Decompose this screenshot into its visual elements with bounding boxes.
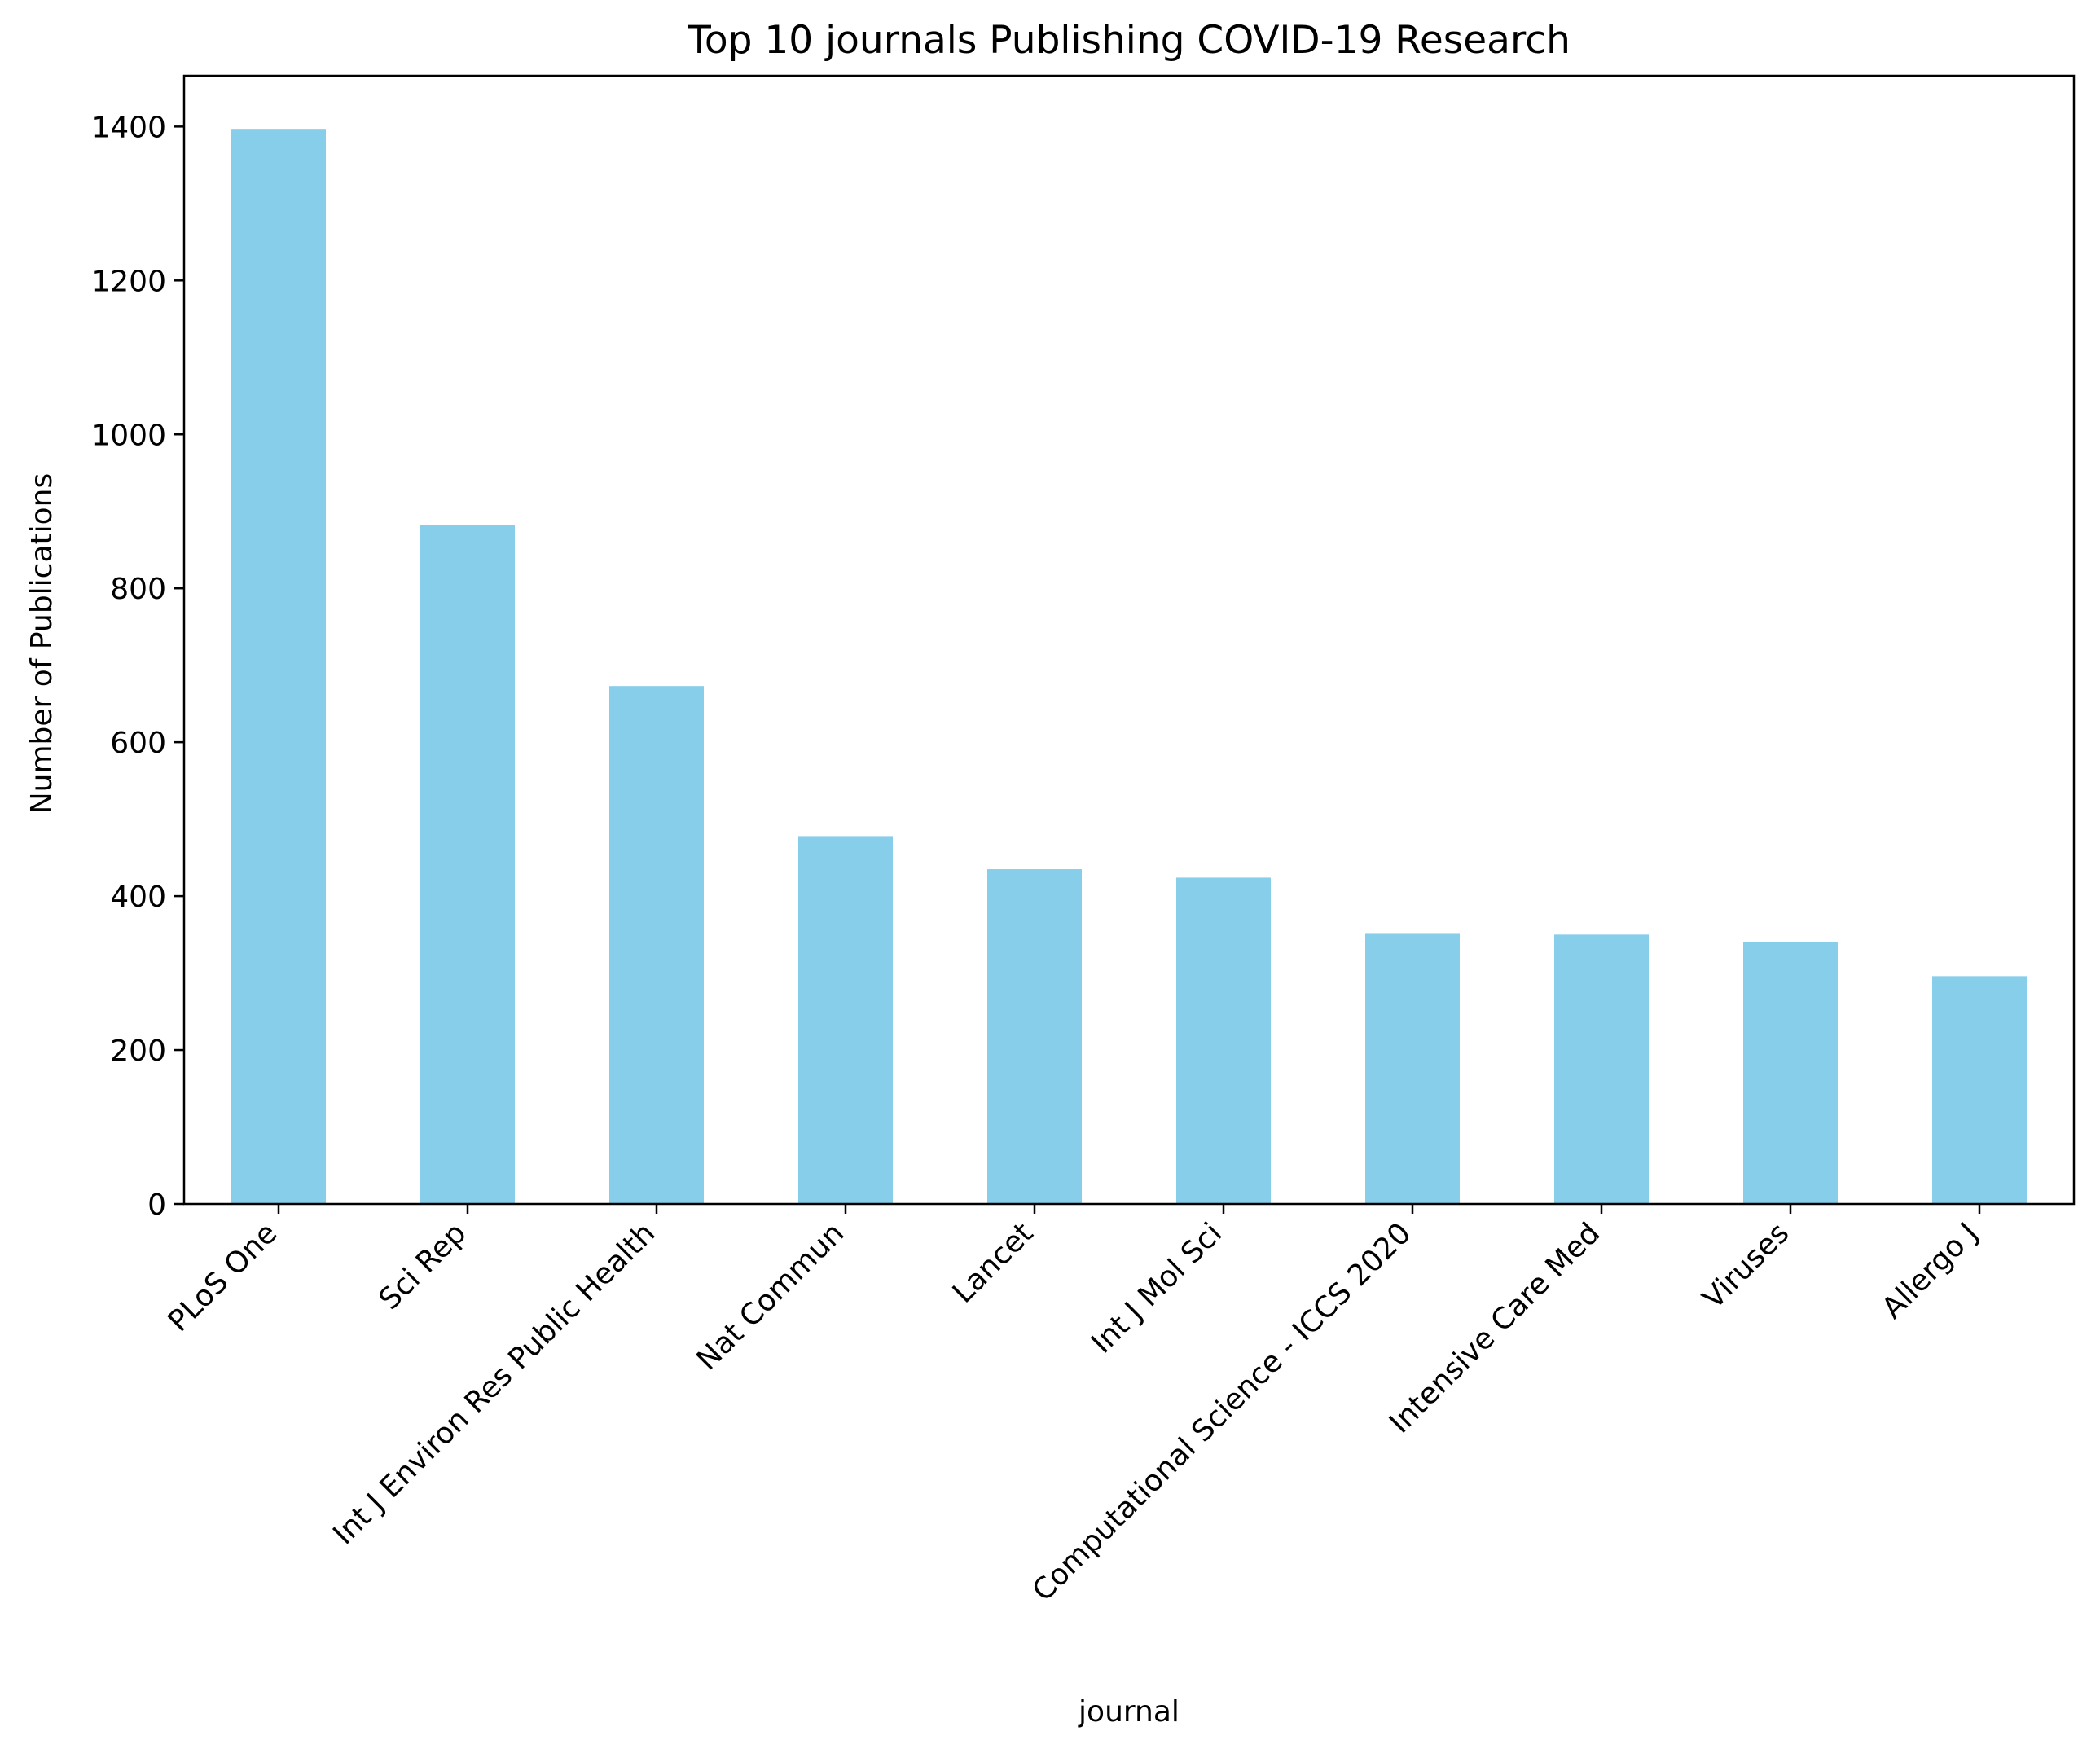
y-tick-label: 0 <box>147 1188 166 1222</box>
bars-group <box>231 129 2027 1204</box>
y-tick-label: 1200 <box>91 265 166 298</box>
x-tick-label: Int J Mol Sci <box>1085 1216 1228 1360</box>
bar <box>1932 976 2027 1204</box>
y-tick-label: 600 <box>110 727 166 760</box>
x-tick-label: Viruses <box>1697 1216 1796 1316</box>
x-tick-label: Allergo J <box>1876 1216 1985 1325</box>
x-tick-label: Intensive Care Med <box>1383 1216 1606 1439</box>
x-tick-label: Lancet <box>947 1216 1040 1310</box>
bar <box>1743 942 1838 1204</box>
bar <box>1176 877 1271 1204</box>
chart-title: Top 10 journals Publishing COVID-19 Rese… <box>687 18 1571 63</box>
bar <box>798 836 893 1204</box>
y-tick-label: 1000 <box>91 419 166 452</box>
bar <box>1554 934 1649 1204</box>
y-axis-ticks: 0 200 400 600 800 1000 1200 1400 <box>91 111 184 1222</box>
bar <box>609 686 704 1204</box>
bar <box>1365 933 1460 1204</box>
y-tick-label: 800 <box>110 573 166 606</box>
y-tick-label: 400 <box>110 881 166 914</box>
y-tick-label: 200 <box>110 1035 166 1068</box>
y-axis-label: Number of Publications <box>25 473 59 815</box>
bar <box>987 869 1082 1204</box>
x-tick-label: Computational Science - ICCS 2020 <box>1026 1216 1418 1608</box>
x-tick-label: Int J Environ Res Public Health <box>327 1216 661 1551</box>
bar <box>231 129 326 1204</box>
x-tick-label: PLoS One <box>162 1216 284 1338</box>
bar <box>420 525 515 1204</box>
plot-area-frame <box>182 74 2076 1206</box>
x-axis-label: journal <box>1078 1695 1180 1729</box>
x-tick-label: Nat Commun <box>690 1216 850 1377</box>
y-tick-label: 1400 <box>91 111 166 144</box>
x-tick-label: Sci Rep <box>373 1216 473 1316</box>
